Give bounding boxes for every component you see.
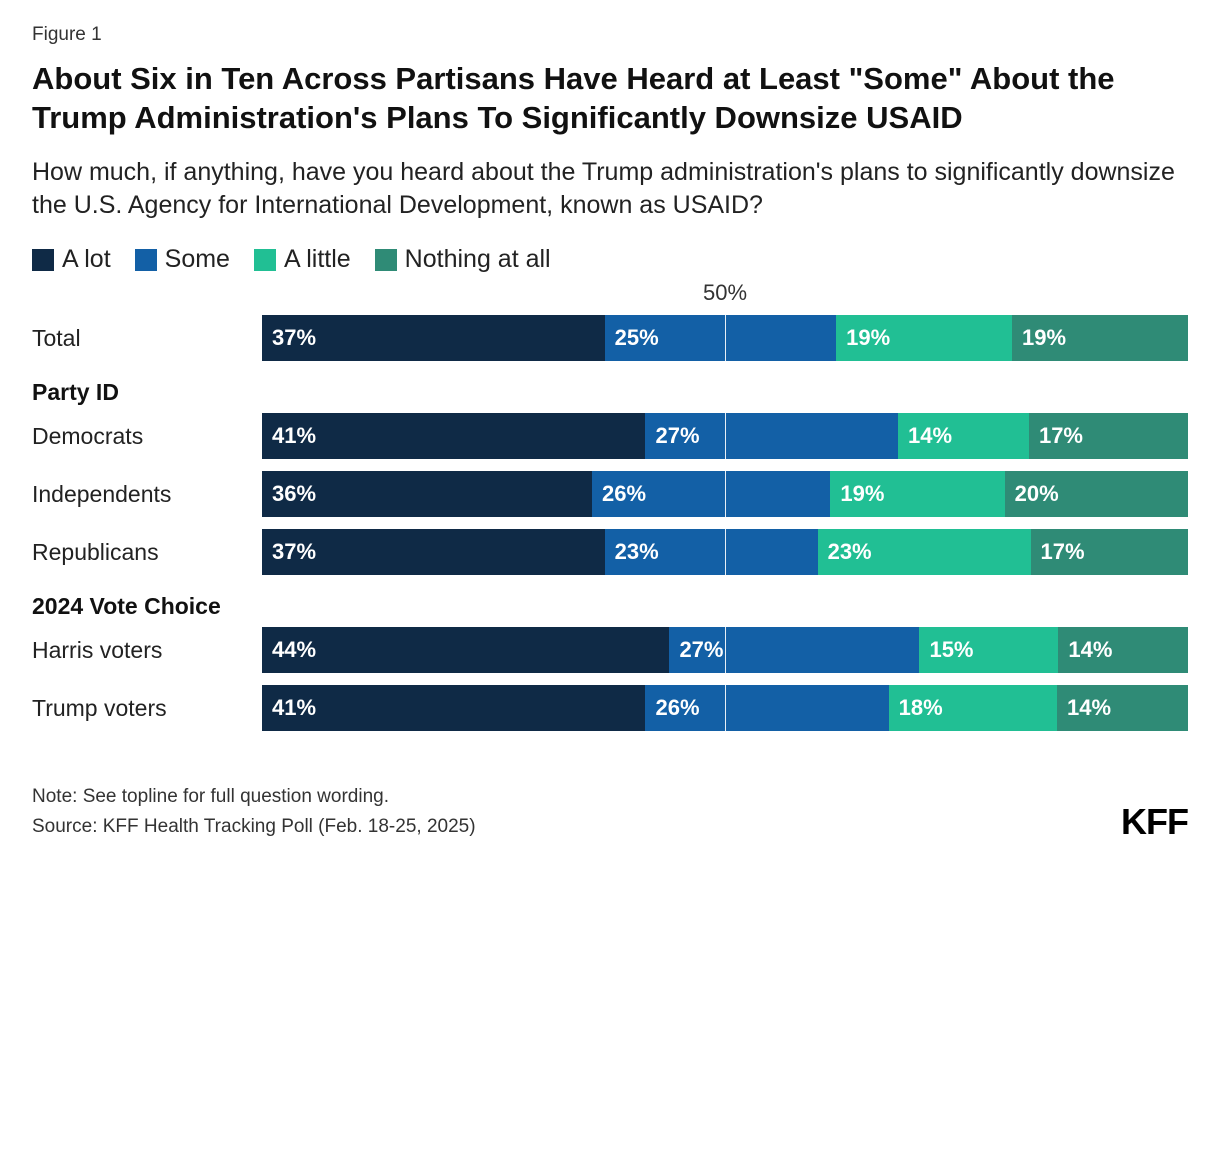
row-group-label: Party ID [32,372,262,412]
legend-swatch [375,249,397,271]
bar-segment: 44% [262,627,669,673]
row-label: Independents [32,481,262,508]
bar-segment: 26% [645,685,888,731]
table-row: Independents36%26%19%20% [32,470,1188,518]
chart-footer: Note: See topline for full question word… [32,782,1188,843]
bar-segment: 19% [836,315,1012,361]
table-row: Total37%25%19%19% [32,314,1188,362]
table-row: Harris voters44%27%15%14% [32,626,1188,674]
legend-swatch [32,249,54,271]
row-label: Total [32,325,262,352]
bar-segment: 19% [1012,315,1188,361]
bar-segment: 17% [1029,413,1188,459]
bar-segment: 23% [818,529,1031,575]
figure-label: Figure 1 [32,24,1188,46]
axis-tick-label: 50% [703,280,747,306]
bar-segment: 20% [1005,471,1188,517]
row-label: Trump voters [32,695,262,722]
row-label: Democrats [32,423,262,450]
chart-rows: Total37%25%19%19%Party IDDemocrats41%27%… [32,314,1188,732]
legend-label: A lot [62,245,111,274]
kff-logo: KFF [1121,801,1188,843]
footer-note: Note: See topline for full question word… [32,782,476,812]
legend-swatch [254,249,276,271]
bar-segment: 37% [262,315,605,361]
bar-segment: 14% [1058,627,1188,673]
bar-segment: 27% [669,627,919,673]
legend-swatch [135,249,157,271]
bar-segment: 14% [898,413,1029,459]
bar-segment: 36% [262,471,592,517]
legend-item: Some [135,245,230,274]
row-label: Harris voters [32,637,262,664]
chart-area: 50% Total37%25%19%19%Party IDDemocrats41… [32,314,1188,732]
bar-segment: 14% [1057,685,1188,731]
legend-item: A little [254,245,351,274]
bar-segment: 25% [605,315,837,361]
bar-segment: 27% [645,413,898,459]
legend-label: Nothing at all [405,245,551,274]
row-label: Republicans [32,539,262,566]
row-group-label: 2024 Vote Choice [32,586,262,626]
chart-question: How much, if anything, have you heard ab… [32,156,1188,224]
bar-segment: 41% [262,685,645,731]
chart-title: About Six in Ten Across Partisans Have H… [32,60,1188,138]
legend-label: A little [284,245,351,274]
footer-source: Source: KFF Health Tracking Poll (Feb. 1… [32,812,476,842]
bar-segment: 18% [889,685,1057,731]
legend-item: A lot [32,245,111,274]
bar-segment: 19% [830,471,1004,517]
table-row: Republicans37%23%23%17% [32,528,1188,576]
legend-label: Some [165,245,230,274]
bar-segment: 15% [919,627,1058,673]
bar-segment: 26% [592,471,830,517]
bar-segment: 37% [262,529,605,575]
gridline-50 [725,312,726,788]
bar-segment: 41% [262,413,645,459]
table-row: Democrats41%27%14%17% [32,412,1188,460]
bar-segment: 17% [1031,529,1188,575]
legend: A lot Some A little Nothing at all [32,245,1188,274]
table-row: Trump voters41%26%18%14% [32,684,1188,732]
legend-item: Nothing at all [375,245,551,274]
bar-segment: 23% [605,529,818,575]
